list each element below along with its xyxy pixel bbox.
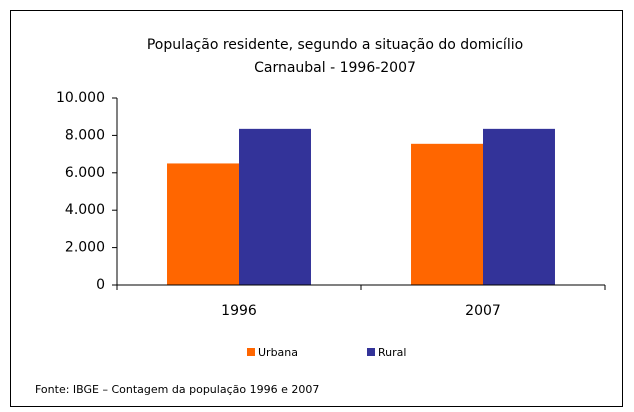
x-tick-label: 2007 [465, 303, 501, 319]
legend-swatch [247, 348, 255, 356]
bar [239, 128, 311, 285]
bar [411, 143, 483, 285]
y-tick-label: 10.000 [56, 90, 105, 106]
y-tick-label: 4.000 [65, 202, 105, 218]
y-tick-label: 6.000 [65, 165, 105, 181]
bar [167, 163, 239, 285]
y-tick-label: 2.000 [65, 240, 105, 256]
bar [483, 128, 555, 285]
legend-swatch [367, 348, 375, 356]
x-tick-label: 1996 [221, 303, 257, 319]
source-note: Fonte: IBGE – Contagem da população 1996… [35, 383, 319, 396]
legend-label: Rural [378, 346, 406, 359]
chart-subtitle: Carnaubal - 1996-2007 [254, 60, 416, 76]
chart-title: População residente, segundo a situação … [147, 37, 523, 53]
y-tick-label: 0 [96, 277, 105, 293]
legend-label: Urbana [258, 346, 298, 359]
y-tick-label: 8.000 [65, 127, 105, 143]
